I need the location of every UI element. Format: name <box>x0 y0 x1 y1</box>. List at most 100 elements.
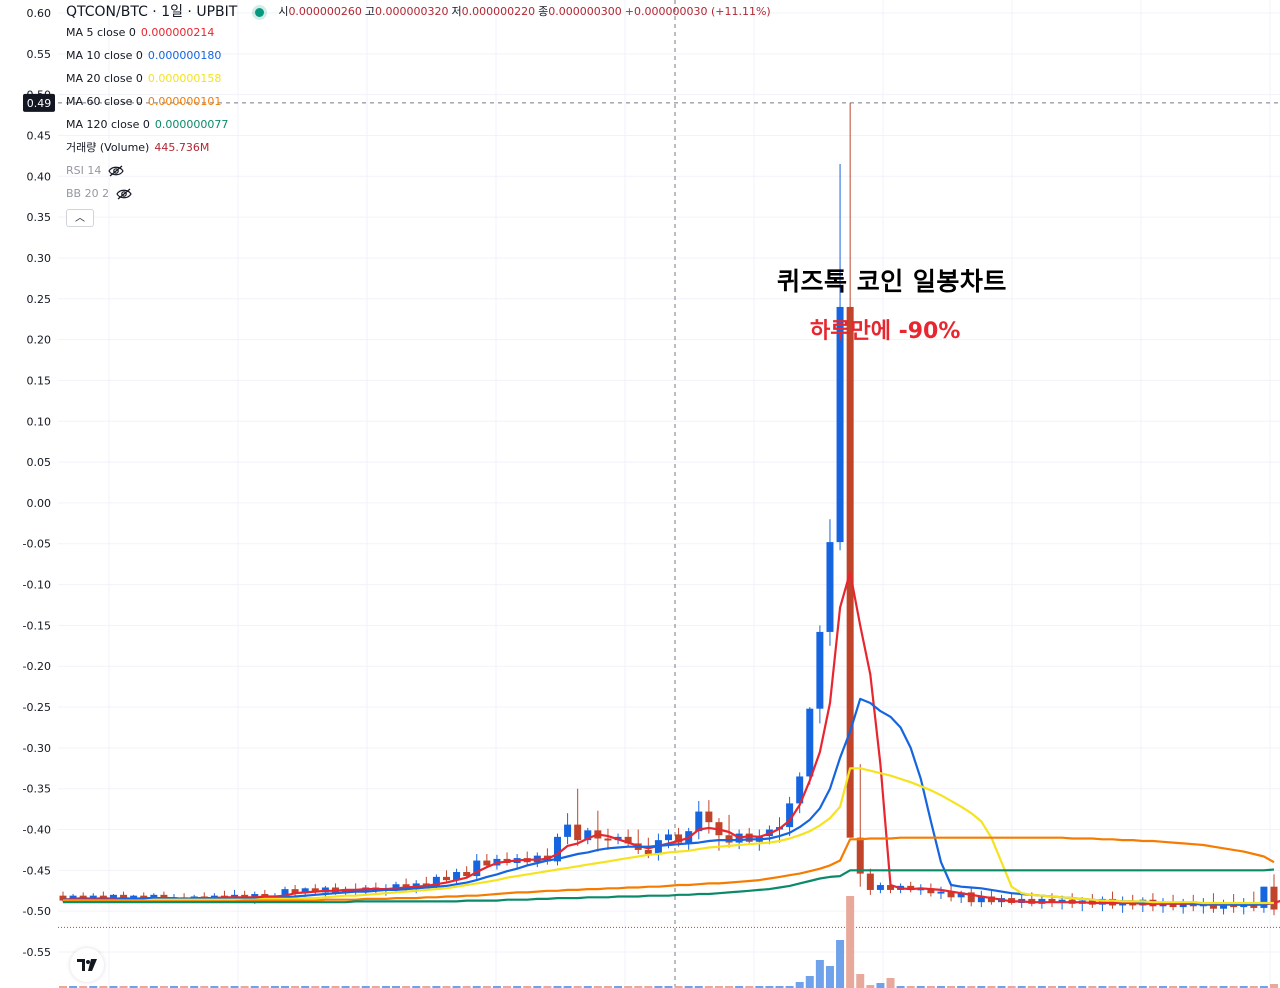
volume-bar <box>513 986 522 988</box>
candle-body <box>1209 903 1217 909</box>
candle-body <box>442 876 450 881</box>
volume-bar <box>805 976 814 988</box>
volume-bar <box>442 986 451 988</box>
indicator-rsi[interactable]: RSI 14 <box>66 159 774 182</box>
indicator-ma120[interactable]: MA 120 close 0 0.000000077 <box>66 113 774 136</box>
candle-body <box>291 889 299 894</box>
volume-bar <box>472 986 481 988</box>
candle-body <box>836 306 844 543</box>
volume-bar <box>997 986 1006 988</box>
volume-bar <box>1068 986 1077 988</box>
volume-bar <box>250 986 259 988</box>
indicator-bb[interactable]: BB 20 2 <box>66 182 774 205</box>
volume-bar <box>1219 986 1228 988</box>
close-value: 0.000000300 <box>548 5 622 18</box>
volume-bar <box>1017 986 1026 988</box>
indicator-ma60[interactable]: MA 60 close 0 0.000000101 <box>66 90 774 113</box>
volume-bar <box>381 986 390 988</box>
volume-bar <box>149 986 158 988</box>
volume-bar <box>402 986 411 988</box>
candle-body <box>109 894 117 901</box>
volume-bar <box>1209 986 1218 988</box>
volume-bar <box>543 986 552 988</box>
volume-bar <box>59 986 67 988</box>
volume-bar <box>926 986 935 988</box>
volume-bar <box>1098 986 1107 988</box>
volume-bar <box>1047 986 1056 988</box>
indicator-ma5[interactable]: MA 5 close 0 0.000000214 <box>66 21 774 44</box>
y-axis-tick-label: -0.30 <box>23 742 51 755</box>
candle-body <box>887 885 895 890</box>
tradingview-logo-icon[interactable] <box>70 948 104 982</box>
candle-body <box>453 871 461 881</box>
volume-bar <box>725 986 734 988</box>
change-value: +0.000000030 (+11.11%) <box>624 5 771 18</box>
volume-bar <box>1007 986 1016 988</box>
volume-bar <box>1179 986 1188 988</box>
volume-bar <box>119 986 128 988</box>
candle-body <box>1260 886 1268 908</box>
y-axis-tick-label: -0.40 <box>23 824 51 837</box>
volume-bar <box>795 982 804 988</box>
volume-bar <box>412 986 421 988</box>
candle-body <box>977 896 985 903</box>
y-axis-tick-label: -0.55 <box>23 946 51 959</box>
volume-bar <box>129 986 138 988</box>
low-label: 저 <box>451 5 462 18</box>
indicator-ma10[interactable]: MA 10 close 0 0.000000180 <box>66 44 774 67</box>
candle-body <box>695 811 703 832</box>
candle-body <box>876 885 884 890</box>
y-axis-tick-label: -0.45 <box>23 864 51 877</box>
volume-bar <box>79 986 88 988</box>
volume-bar <box>220 986 229 988</box>
volume-bar <box>361 986 370 988</box>
volume-bar <box>745 986 754 988</box>
volume-bar <box>1078 986 1087 988</box>
volume-bar <box>321 986 330 988</box>
candle-body <box>987 896 995 903</box>
volume-bar <box>1189 986 1198 988</box>
volume-bar <box>1249 986 1258 988</box>
volume-bar <box>230 986 239 988</box>
volume-bar <box>1027 986 1036 988</box>
volume-bar <box>210 986 219 988</box>
volume-bar <box>1199 986 1208 988</box>
volume-bar <box>987 986 996 988</box>
indicator-name: MA 10 close 0 <box>66 49 143 62</box>
volume-bar <box>553 986 562 988</box>
volume-bar <box>614 986 623 988</box>
candle-body <box>665 834 672 841</box>
volume-bar <box>462 986 471 988</box>
candle-body <box>59 895 67 901</box>
volume-bar <box>1169 986 1178 988</box>
y-axis-tick-label: 0.55 <box>27 48 52 61</box>
annotation-title: 퀴즈톡 코인 일봉차트 <box>777 267 1007 296</box>
candle-body <box>826 542 834 632</box>
low-value: 0.000000220 <box>461 5 536 18</box>
legend-collapse-button[interactable]: ︿ <box>66 209 94 227</box>
volume-bar <box>775 986 784 988</box>
y-axis-tick-label: 0.35 <box>27 211 52 224</box>
open-label: 시 <box>278 5 289 18</box>
y-axis-tick-label: 0.20 <box>27 334 52 347</box>
y-axis-tick-label: -0.10 <box>23 579 51 592</box>
ma-line-ma-120 <box>63 868 1275 904</box>
indicator-ma20[interactable]: MA 20 close 0 0.000000158 <box>66 67 774 90</box>
eye-hidden-icon[interactable] <box>116 188 132 200</box>
candle-body <box>675 834 683 843</box>
candle-body <box>725 835 733 843</box>
volume-bar <box>281 986 290 988</box>
volume-bar <box>1259 986 1268 988</box>
indicator-value: 0.000000077 <box>154 118 229 131</box>
y-axis-tick-label: -0.15 <box>23 619 51 632</box>
symbol-title[interactable]: QTCON/BTC · 1일 · UPBIT <box>66 4 238 20</box>
eye-hidden-icon[interactable] <box>108 165 125 177</box>
high-label: 고 <box>364 5 376 18</box>
volume-bar <box>371 986 380 988</box>
volume-bar <box>846 896 855 988</box>
volume-bar <box>765 986 774 988</box>
chart-legend: QTCON/BTC · 1일 · UPBIT 시 0.000000260 고 0.0… <box>66 3 774 227</box>
volume-bar <box>180 986 189 988</box>
indicator-volume[interactable]: 거래량 (Volume) 445.736M <box>66 136 774 159</box>
